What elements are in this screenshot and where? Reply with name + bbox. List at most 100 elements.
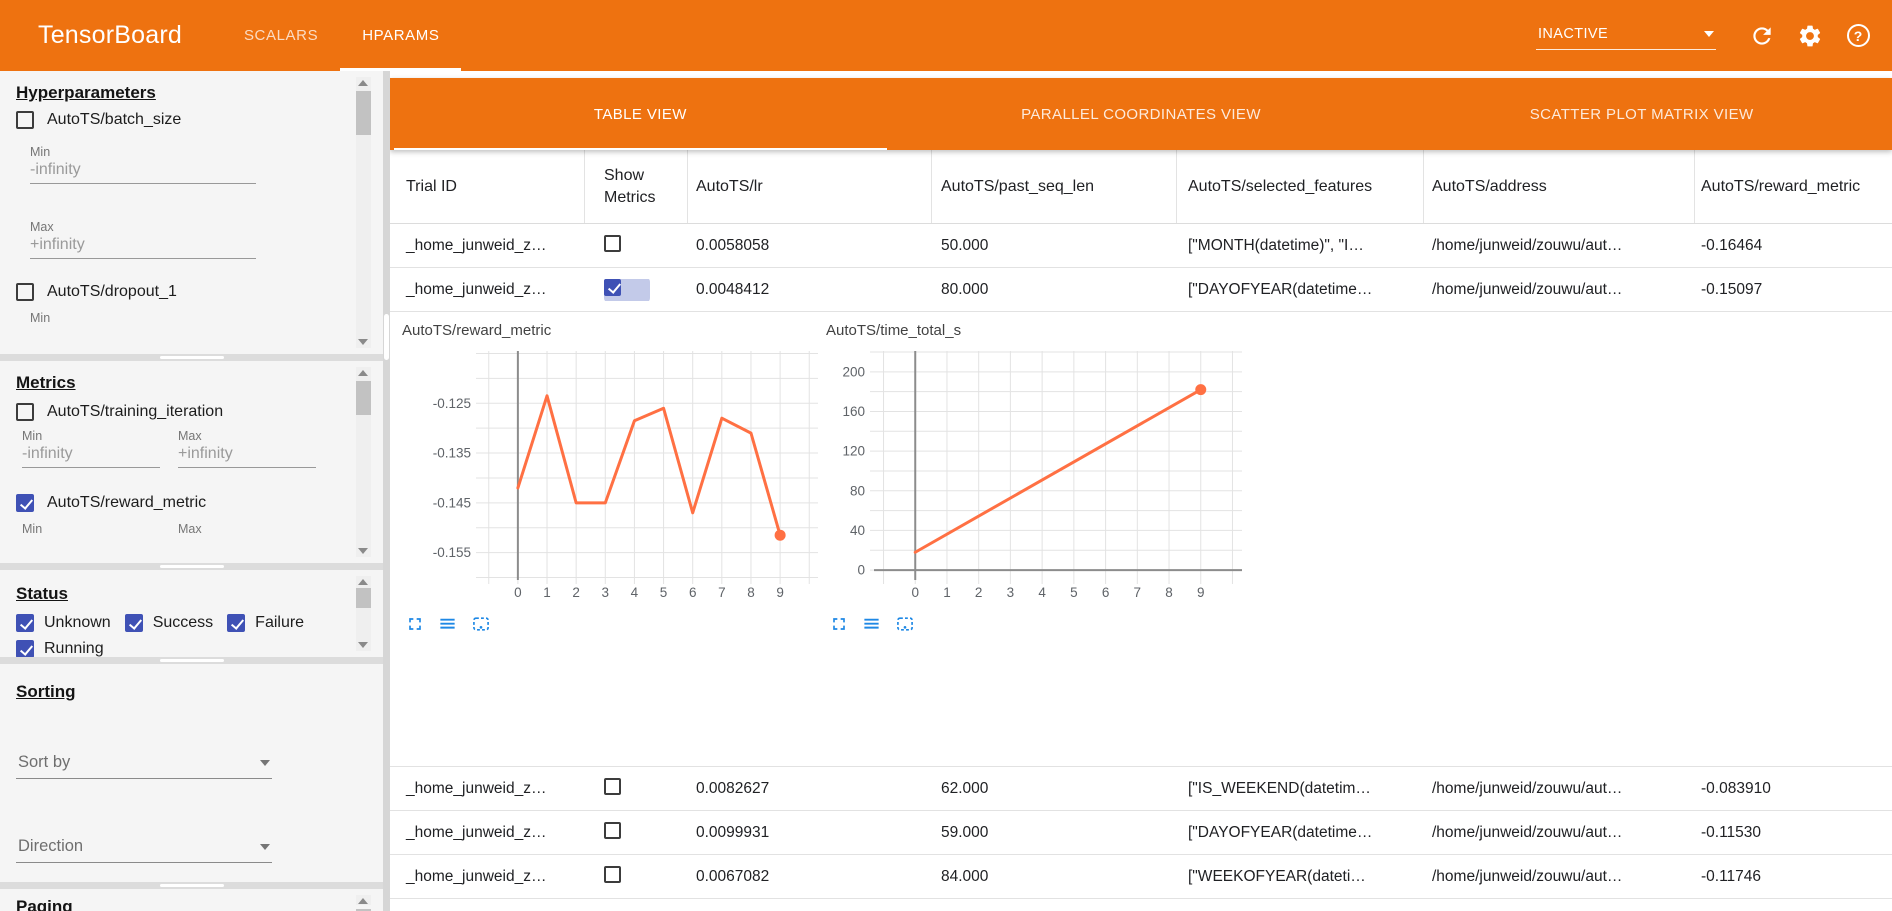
chart-plot-area[interactable]: -0.125 -0.135 -0.145 -0.155 0 1 2 3 4 5 6 7 8 9: [402, 346, 822, 607]
tab-scalars[interactable]: SCALARS: [243, 27, 319, 44]
scroll-up-icon[interactable]: [358, 80, 368, 86]
svg-text:80: 80: [850, 483, 865, 498]
training-iteration-min-input[interactable]: -infinity: [22, 443, 160, 468]
scroll-up-icon[interactable]: [358, 898, 368, 904]
panel-resize-divider[interactable]: [0, 882, 383, 889]
status-unknown-checkbox[interactable]: [16, 614, 34, 632]
app-title: TensorBoard: [38, 21, 182, 49]
status-failure-checkbox[interactable]: [227, 614, 246, 632]
status-running-checkbox[interactable]: [16, 640, 34, 657]
view-lines-icon[interactable]: [437, 613, 458, 634]
sidebar: Hyperparameters AutoTS/batch_size Min -i…: [0, 71, 383, 911]
zoom-select-icon[interactable]: [470, 613, 491, 634]
section-scrollbar[interactable]: [356, 77, 371, 348]
svg-text:160: 160: [842, 404, 865, 419]
status-running: Running: [16, 640, 104, 657]
refresh-icon[interactable]: [1749, 23, 1775, 49]
scroll-up-icon[interactable]: [358, 579, 368, 585]
scroll-down-icon[interactable]: [358, 548, 368, 554]
scroll-up-icon[interactable]: [358, 370, 368, 376]
sort-by-value: Sort by: [18, 753, 71, 771]
batch-size-checkbox[interactable]: [16, 111, 34, 129]
chart-plot-area[interactable]: 200 160 120 80 40 0 0 1 2 3 4 5 6 7 8 9: [826, 346, 1246, 607]
panel-resize-divider[interactable]: [0, 354, 383, 361]
run-status-dropdown[interactable]: INACTIVE: [1536, 22, 1716, 50]
show-metrics-checkbox[interactable]: [604, 777, 621, 795]
training-iteration-max-input[interactable]: +infinity: [178, 443, 316, 468]
svg-text:1: 1: [943, 585, 951, 600]
svg-text:-0.145: -0.145: [433, 495, 471, 510]
col-header-address: AutoTS/address: [1424, 150, 1695, 223]
past-seq-len-cell: 62.000: [941, 779, 989, 797]
scroll-down-icon[interactable]: [358, 339, 368, 345]
help-icon[interactable]: ?: [1845, 23, 1871, 49]
section-scrollbar[interactable]: [356, 895, 371, 911]
resize-handle[interactable]: [159, 565, 224, 568]
scroll-thumb[interactable]: [356, 588, 371, 608]
show-metrics-checkbox[interactable]: [604, 234, 621, 252]
trial-id-cell: _home_junweid_z…: [406, 236, 547, 254]
show-metrics-checkbox[interactable]: [604, 821, 621, 839]
tab-scatter-plot-matrix-view[interactable]: SCATTER PLOT MATRIX VIEW: [1529, 105, 1754, 123]
address-cell: /home/junweid/zouwu/aut…: [1432, 280, 1623, 298]
zoom-select-icon[interactable]: [894, 613, 915, 634]
scroll-thumb[interactable]: [356, 909, 371, 911]
tab-parallel-coordinates-view[interactable]: PARALLEL COORDINATES VIEW: [1021, 105, 1261, 123]
panel-resize-divider[interactable]: [0, 657, 383, 664]
svg-text:7: 7: [1134, 585, 1142, 600]
sidebar-resize-handle[interactable]: [384, 314, 389, 360]
status-success: Success: [124, 614, 213, 632]
batch-size-min-input[interactable]: -infinity: [30, 159, 256, 184]
section-title-sorting: Sorting: [16, 682, 76, 701]
tab-hparams[interactable]: HPARAMS: [340, 0, 462, 71]
show-metrics-checkbox[interactable]: [604, 278, 621, 296]
show-metrics-checkbox[interactable]: [604, 865, 621, 883]
table-row: _home_junweid_z… 0.0099931 59.000 ["DAYOFYE…: [390, 811, 1892, 855]
sort-by-dropdown[interactable]: Sort by: [16, 750, 272, 779]
sidebar-resize-gutter[interactable]: [383, 71, 390, 911]
table-header: Trial ID Show Metrics AutoTS/lr AutoTS/p…: [390, 150, 1892, 224]
sorting-panel: Sorting Sort by Direction: [0, 664, 383, 882]
address-cell: /home/junweid/zouwu/aut…: [1432, 867, 1623, 885]
svg-text:1: 1: [543, 585, 551, 600]
status-options: Unknown Success Failure Running: [16, 614, 339, 657]
col-header-show-metrics: Show Metrics: [585, 150, 688, 223]
svg-text:9: 9: [776, 585, 784, 600]
metrics-panel: Metrics AutoTS/training_iteration Min -i…: [0, 361, 383, 563]
status-success-checkbox[interactable]: [124, 614, 143, 632]
scroll-thumb[interactable]: [356, 91, 371, 135]
svg-text:8: 8: [747, 585, 755, 600]
col-header-reward-metric: AutoTS/reward_metric: [1701, 177, 1861, 195]
svg-text:5: 5: [660, 585, 668, 600]
direction-dropdown[interactable]: Direction: [16, 834, 272, 863]
scroll-thumb[interactable]: [356, 381, 371, 415]
resize-handle[interactable]: [159, 884, 224, 887]
trial-id-cell: _home_junweid_z…: [406, 823, 547, 841]
table-row: _home_junweid_z… 0.0048412 80.000 ["DAYOFYE…: [390, 268, 1892, 312]
view-lines-icon[interactable]: [861, 613, 882, 634]
batch-size-max-input[interactable]: +infinity: [30, 234, 256, 259]
hparam-dropout-row: AutoTS/dropout_1: [16, 283, 339, 301]
address-cell: /home/junweid/zouwu/aut…: [1432, 779, 1623, 797]
past-seq-len-cell: 50.000: [941, 236, 989, 254]
tab-table-view[interactable]: TABLE VIEW: [390, 78, 891, 150]
panel-resize-divider[interactable]: [0, 563, 383, 570]
hyperparameters-panel: Hyperparameters AutoTS/batch_size Min -i…: [0, 71, 383, 354]
resize-handle[interactable]: [159, 659, 224, 662]
fullscreen-icon[interactable]: [404, 613, 425, 634]
gear-icon[interactable]: [1797, 23, 1823, 49]
section-scrollbar[interactable]: [356, 576, 371, 651]
svg-text:6: 6: [689, 585, 697, 600]
scroll-down-icon[interactable]: [358, 642, 368, 648]
top-nav: SCALARS HPARAMS: [222, 0, 462, 71]
metric-training-iteration-row: AutoTS/training_iteration: [16, 403, 339, 421]
chart-title: AutoTS/reward_metric: [402, 322, 552, 339]
resize-handle[interactable]: [159, 356, 224, 359]
training-iteration-checkbox[interactable]: [16, 403, 34, 421]
section-scrollbar[interactable]: [356, 367, 371, 557]
svg-text:0: 0: [857, 563, 865, 578]
dropout-checkbox[interactable]: [16, 283, 34, 301]
reward-metric-checkbox[interactable]: [16, 494, 34, 512]
svg-text:-0.135: -0.135: [433, 446, 471, 461]
fullscreen-icon[interactable]: [828, 613, 849, 634]
